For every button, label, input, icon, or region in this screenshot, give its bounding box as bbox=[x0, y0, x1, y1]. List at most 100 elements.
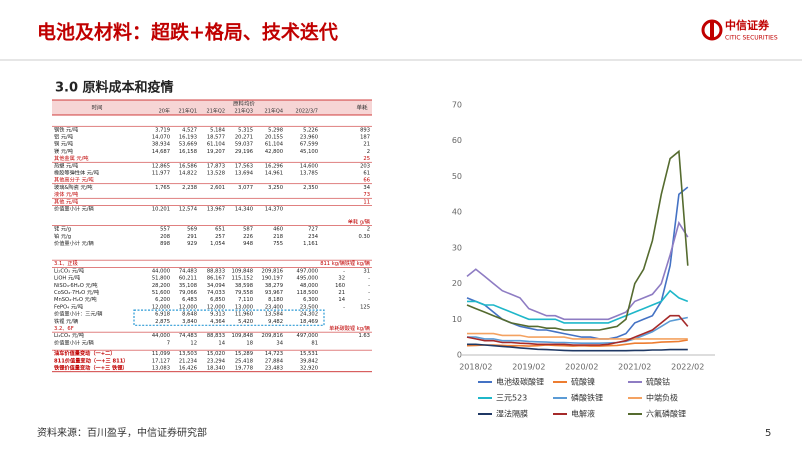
table-cell: - bbox=[343, 304, 345, 310]
table-cell: 79,558 bbox=[235, 290, 253, 296]
x-tick-label: 2018/02 bbox=[459, 363, 492, 372]
table-cell: 38,934 bbox=[152, 142, 171, 148]
y-tick-label: 20 bbox=[452, 279, 462, 288]
table-cell: 12,574 bbox=[179, 207, 198, 213]
table-cell: 价值量小计 元/辆 bbox=[54, 338, 94, 346]
legend-label: 磷酸铁锂 bbox=[571, 393, 603, 403]
table-cell: 755 bbox=[273, 241, 283, 247]
table-cell: 8,648 bbox=[182, 312, 197, 318]
table-cell: LiOH 元/吨 bbox=[54, 274, 80, 282]
table-cell: 23,960 bbox=[300, 135, 318, 141]
table-cell: 811 kg/辆 bbox=[320, 259, 345, 267]
table-cell: 160 bbox=[335, 283, 345, 289]
table-cell: 橡胶等弹性体 元/吨 bbox=[54, 169, 99, 177]
table-cell: 玻璃&陶瓷 元/吨 bbox=[54, 183, 93, 191]
table-cell: 81 bbox=[311, 340, 318, 346]
y-tick-label: 70 bbox=[452, 101, 462, 110]
table-cell: 61 bbox=[363, 171, 370, 177]
logo-en: CITIC SECURITIES bbox=[725, 35, 778, 42]
table-cell: 13,000 bbox=[235, 304, 253, 310]
table-cell: 93,967 bbox=[265, 290, 283, 296]
table-cell: 热塑 元/吨 bbox=[54, 161, 78, 169]
table-cell: 234 bbox=[308, 234, 319, 240]
table-cell: 单耗 g/辆 bbox=[348, 217, 370, 225]
table-cell: 11,960 bbox=[235, 312, 253, 318]
table-cell: 51,800 bbox=[152, 276, 170, 282]
table-cell: 14,687 bbox=[152, 149, 170, 155]
table-cell: 218 bbox=[273, 234, 283, 240]
table-cell: 4,364 bbox=[210, 319, 226, 325]
table-cell: 其他金属 元/吨 bbox=[54, 154, 89, 162]
table-cell: 14,723 bbox=[265, 351, 283, 357]
table-cell: 811价值量变动（一+三 811） bbox=[54, 356, 129, 364]
table-head: 21年Q3 bbox=[235, 108, 253, 115]
table-cell: 2,238 bbox=[182, 185, 197, 191]
table-cell: 24,302 bbox=[300, 312, 318, 318]
table-head: 20年 bbox=[159, 108, 170, 115]
y-tick-label: 40 bbox=[452, 208, 462, 217]
table-cell: MnSO₄·H₂O 元/吨 bbox=[54, 295, 97, 303]
x-tick-label: 2020/02 bbox=[565, 363, 598, 372]
table-cell: 125 bbox=[360, 304, 370, 310]
table-cell: 34,094 bbox=[207, 283, 226, 289]
table-cell: 11,977 bbox=[152, 171, 170, 177]
table-cell: 其他 元/吨 bbox=[54, 197, 78, 205]
table-cell: 5,315 bbox=[238, 127, 253, 133]
series-line bbox=[467, 343, 688, 352]
series-line bbox=[466, 149, 689, 331]
table-cell: 5,226 bbox=[303, 127, 318, 133]
table-cell: - bbox=[368, 290, 370, 296]
table-cell: 7,110 bbox=[238, 297, 253, 303]
table-cell: 61,104 bbox=[207, 142, 226, 148]
table-cell: 15,289 bbox=[235, 351, 253, 357]
table-cell: 27,884 bbox=[265, 358, 284, 364]
table-cell: 88,833 bbox=[207, 333, 225, 339]
table-cell: 铝 元/吨 bbox=[54, 133, 73, 141]
table-cell: 23,294 bbox=[207, 358, 226, 364]
table-cell: 79,066 bbox=[179, 290, 197, 296]
table-cell: 2 bbox=[367, 149, 370, 155]
table-cell: 48,000 bbox=[300, 283, 318, 289]
table-cell: 价值量小计 元/辆 bbox=[54, 205, 94, 213]
table-cell: 109,848 bbox=[232, 333, 253, 339]
table-cell: 44,000 bbox=[152, 333, 170, 339]
table-cell: 5,420 bbox=[238, 319, 253, 325]
table-cell: - bbox=[368, 297, 370, 303]
table-cell: FePO₄ 元/吨 bbox=[54, 302, 83, 310]
table-cell: 187 bbox=[360, 135, 370, 141]
table-cell: 51,600 bbox=[152, 290, 170, 296]
table-cell: 10,201 bbox=[152, 207, 170, 213]
table-cell: 2,601 bbox=[210, 185, 225, 191]
table-head: 时间 bbox=[91, 104, 102, 112]
table-cell: 25,418 bbox=[235, 358, 253, 364]
table-cell: 497,000 bbox=[297, 333, 318, 339]
table-cell: 16,296 bbox=[265, 163, 283, 169]
table-cell: 14,600 bbox=[300, 163, 318, 169]
table-cell: 11 bbox=[363, 199, 370, 205]
table-cell: 898 bbox=[160, 241, 170, 247]
table-cell: 其他高分子 元/吨 bbox=[54, 176, 94, 184]
table-cell: 1,765 bbox=[155, 185, 170, 191]
table-cell: 14,070 bbox=[152, 135, 170, 141]
table-cell: 铁锂 元/辆 bbox=[54, 317, 78, 325]
series-line bbox=[467, 332, 688, 340]
table-cell: 190,197 bbox=[262, 276, 283, 282]
table-cell: 2 bbox=[367, 227, 370, 233]
table-cell: 28,200 bbox=[152, 283, 170, 289]
table-cell: 5,184 bbox=[210, 127, 226, 133]
table-head: 单耗 bbox=[356, 104, 368, 112]
table-cell: 2,350 bbox=[303, 185, 318, 191]
table-cell: 铜 元/吨 bbox=[54, 140, 73, 148]
table-cell: 3,250 bbox=[268, 185, 283, 191]
table-cell: 18,469 bbox=[300, 319, 318, 325]
highlight-box bbox=[133, 309, 325, 326]
table-cell: 6,850 bbox=[210, 297, 225, 303]
table-cell: 11,099 bbox=[152, 351, 170, 357]
table-cell: 2,875 bbox=[155, 319, 170, 325]
table-cell: 5,298 bbox=[268, 127, 283, 133]
table-cell: 13,785 bbox=[300, 171, 318, 177]
y-tick-label: 60 bbox=[452, 136, 462, 145]
table-cell: 铁锂价值量变动（一+三 铁锂） bbox=[54, 364, 128, 372]
table-cell: 13,584 bbox=[265, 312, 284, 318]
table-cell: 291 bbox=[187, 234, 197, 240]
